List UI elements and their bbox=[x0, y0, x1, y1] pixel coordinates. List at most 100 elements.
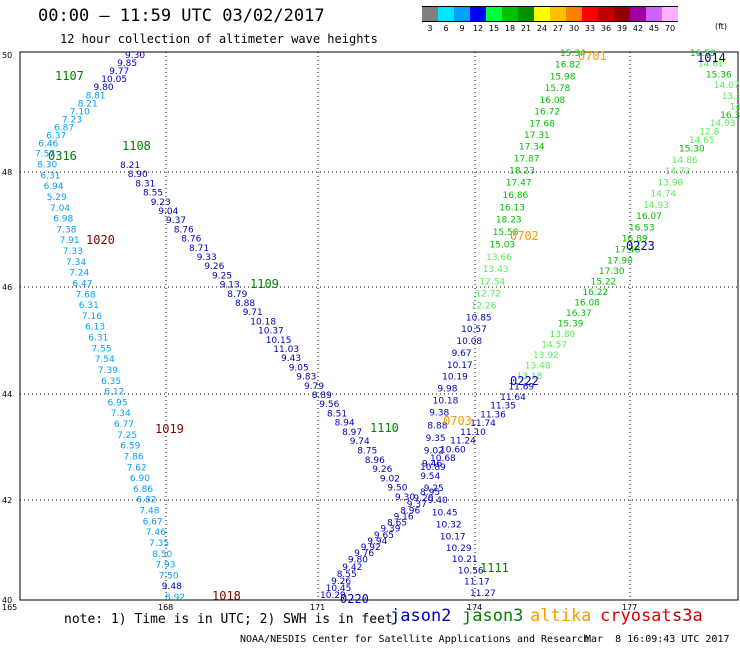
wave-height-value: 10.57 bbox=[461, 325, 487, 335]
wave-height-value: 17.31 bbox=[524, 131, 550, 141]
wave-height-value: 13.80 bbox=[550, 330, 576, 340]
colorbar-swatch bbox=[630, 6, 646, 22]
wave-height-value: 11.10 bbox=[460, 428, 486, 438]
wave-height-value: 10.37 bbox=[258, 327, 284, 337]
satellite-legend-altika: altika bbox=[530, 606, 592, 626]
wave-height-value: 13.43 bbox=[483, 265, 509, 275]
lon-label: 177 bbox=[622, 603, 637, 612]
wave-height-value: 7.54 bbox=[95, 355, 115, 365]
track-values: 9.309.859.7710.059.808.818.217.107.236.8… bbox=[35, 49, 740, 603]
colorbar-swatch bbox=[662, 6, 678, 22]
wave-height-value: 16.37 bbox=[566, 309, 592, 319]
wave-height-value: 7.68 bbox=[76, 290, 96, 300]
wave-height-value: 13.66 bbox=[486, 253, 512, 263]
track-id-label: 0701 bbox=[578, 49, 607, 63]
colorbar-label: 9 bbox=[459, 24, 465, 33]
wave-height-value: 14.93 bbox=[710, 119, 736, 129]
wave-height-value: 10.29 bbox=[446, 544, 472, 554]
wave-height-value: 8.65 bbox=[387, 519, 407, 529]
wave-height-value: 17.34 bbox=[519, 143, 545, 153]
wave-height-value: 15.58 bbox=[493, 228, 519, 238]
wave-height-colorbar: 3 6 9 12 15 18 21 24 27 30 33 36 39 42 45 70 bbox=[422, 6, 678, 33]
wave-height-value: 9.37 bbox=[166, 216, 186, 226]
wave-height-value: 8.21 bbox=[78, 99, 98, 109]
wave-height-value: 11.03 bbox=[273, 345, 299, 355]
wave-height-value: 11.35 bbox=[490, 402, 516, 412]
wave-height-value: 6.31 bbox=[79, 301, 99, 311]
wave-height-value: 13.56 bbox=[722, 92, 740, 102]
wave-height-value: 6.31 bbox=[88, 334, 108, 344]
wave-height-value: 11.74 bbox=[470, 419, 496, 429]
wave-height-value: 16.22 bbox=[582, 288, 608, 298]
wave-height-value: 7.48 bbox=[139, 507, 159, 517]
colorbar-unit: (ft) bbox=[715, 22, 728, 31]
wave-height-value: 15.03 bbox=[489, 240, 515, 250]
wave-height-value: 14.65 bbox=[689, 136, 715, 146]
colorbar-label: 33 bbox=[584, 24, 596, 33]
wave-height-value: 9.13 bbox=[220, 281, 240, 291]
colorbar-swatch bbox=[550, 6, 566, 22]
wave-height-value: 17.47 bbox=[506, 179, 532, 189]
wave-height-value: 6.13 bbox=[85, 323, 105, 333]
wave-height-value: 7.34 bbox=[111, 409, 131, 419]
wave-height-value: 11.24 bbox=[450, 437, 476, 447]
wave-height-value: 7.33 bbox=[63, 247, 83, 257]
wave-height-value: 9.80 bbox=[94, 83, 114, 93]
wave-height-value: 9.50 bbox=[387, 484, 407, 494]
wave-height-value: 13.92 bbox=[533, 351, 559, 361]
track-ids: 1107 1108 0316 1020 1109 1110 1019 1018 0220 0701… bbox=[48, 49, 726, 606]
wave-height-value: 9.46 bbox=[422, 459, 442, 469]
wave-height-value: 8.71 bbox=[189, 244, 209, 254]
wave-height-value: 7.24 bbox=[69, 269, 89, 279]
wave-height-value: 6.59 bbox=[120, 442, 140, 452]
wave-height-value: 10.18 bbox=[433, 396, 459, 406]
wave-height-value: 14.72 bbox=[665, 167, 691, 177]
wave-height-value: 6.82 bbox=[136, 496, 156, 506]
wave-height-value: 9.71 bbox=[243, 308, 263, 318]
wave-height-value: 11.64 bbox=[500, 393, 526, 403]
lat-label: 42 bbox=[2, 496, 12, 505]
wave-height-value: 9.92 bbox=[361, 543, 381, 553]
page-title: 00:00 – 11:59 UTC 03/02/2017 bbox=[38, 6, 325, 26]
wave-height-value: 8.90 bbox=[128, 170, 148, 180]
wave-height-value: 10.15 bbox=[266, 336, 292, 346]
colorbar-label: 3 bbox=[427, 24, 433, 33]
wave-height-value: 9.26 bbox=[331, 577, 351, 587]
wave-height-value: 16.53 bbox=[629, 223, 655, 233]
wave-height-value: 16.53 bbox=[690, 49, 716, 59]
satellite-legend-jason3: jason3 bbox=[462, 606, 524, 626]
wave-height-value: 14.74 bbox=[650, 190, 676, 200]
colorbar-label: 15 bbox=[488, 24, 500, 33]
lon-label: 165 bbox=[2, 603, 17, 612]
wave-height-value: 9.33 bbox=[197, 253, 217, 263]
wave-height-value: 9.67 bbox=[452, 349, 472, 359]
wave-height-value: 15.34 bbox=[560, 49, 586, 59]
wave-height-value: 9.56 bbox=[319, 400, 339, 410]
track-id-label: 1014 bbox=[697, 51, 726, 65]
wave-height-value: 7.46 bbox=[146, 528, 166, 538]
wave-height-value: 9.85 bbox=[117, 59, 137, 69]
lon-label: 171 bbox=[310, 603, 325, 612]
colorbar-label: 42 bbox=[632, 24, 644, 33]
wave-height-value: 11.17 bbox=[464, 578, 490, 588]
wave-height-value: 9.80 bbox=[348, 556, 368, 566]
wave-height-value: 9.26 bbox=[372, 465, 392, 475]
wave-height-value: 15.22 bbox=[591, 278, 617, 288]
wave-height-value: 16.35 bbox=[720, 111, 740, 121]
wave-height-value: 9.26 bbox=[204, 262, 224, 272]
colorbar-label: 27 bbox=[552, 24, 564, 33]
wave-height-value: 7.25 bbox=[117, 431, 137, 441]
wave-height-value: 7.62 bbox=[127, 463, 147, 473]
wave-height-value: 10.32 bbox=[436, 521, 462, 531]
wave-height-value: 7.86 bbox=[124, 452, 144, 462]
wave-height-value: 9.23 bbox=[151, 198, 171, 208]
wave-height-value: 6.98 bbox=[53, 215, 73, 225]
wave-height-value: 9.48 bbox=[162, 582, 182, 592]
wave-height-value: 9.76 bbox=[354, 549, 374, 559]
wave-height-value: 6.90 bbox=[130, 474, 150, 484]
map-frame bbox=[19, 51, 739, 601]
track-id-label: 1107 bbox=[55, 69, 84, 83]
wave-height-value: 16.89 bbox=[622, 235, 648, 245]
satellite-legend-jason2: jason2 bbox=[390, 606, 452, 626]
track-id-label: 0702 bbox=[510, 229, 539, 243]
